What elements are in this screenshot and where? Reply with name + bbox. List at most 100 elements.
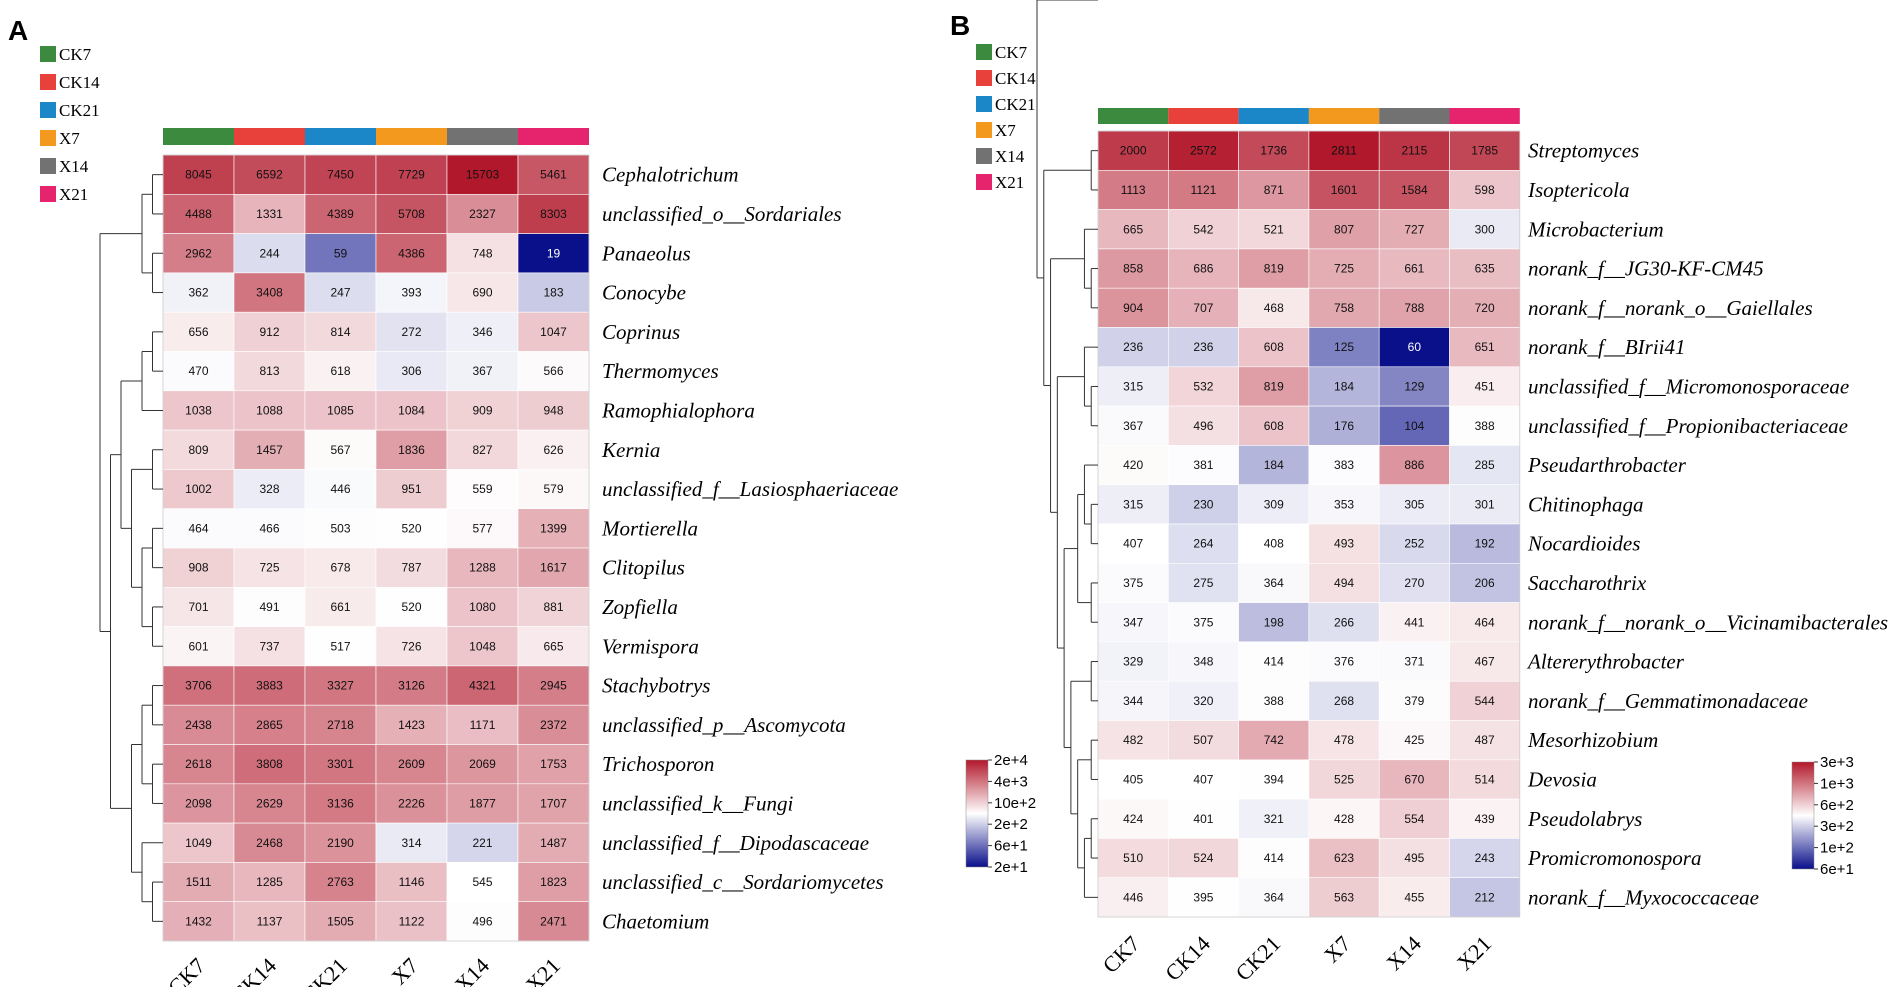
row-label: Trichosporon — [602, 752, 714, 776]
heatmap-cell-value: 1399 — [540, 521, 567, 535]
heatmap-cell-value: 379 — [1404, 694, 1424, 708]
heatmap-cell-value: 478 — [1334, 733, 1354, 747]
heatmap-cell — [446, 665, 519, 706]
heatmap-cell-value: 375 — [1193, 615, 1213, 629]
heatmap-cell — [1168, 484, 1239, 525]
heatmap-cell — [375, 665, 448, 706]
heatmap-cell — [1449, 405, 1521, 446]
heatmap-cell-value: 814 — [330, 325, 350, 339]
heatmap-cell-value: 441 — [1404, 615, 1424, 629]
heatmap-cell — [375, 272, 448, 313]
panel-label: A — [8, 15, 28, 46]
heatmap-cell — [233, 233, 306, 274]
heatmap-cell-value: 720 — [1475, 301, 1495, 315]
heatmap-cell — [233, 744, 306, 785]
heatmap-cell-value: 221 — [472, 836, 492, 850]
heatmap-cell-value: 1288 — [469, 561, 496, 575]
row-label: Chaetomium — [602, 909, 709, 933]
heatmap-cell — [1238, 484, 1310, 525]
heatmap-cell — [1168, 405, 1239, 446]
color-scale-bar — [1791, 761, 1815, 870]
legend-label: CK14 — [995, 69, 1036, 88]
heatmap-cell — [446, 469, 519, 509]
column-label: X14 — [1381, 931, 1425, 975]
legend-label: CK7 — [995, 43, 1028, 62]
heatmap-cell-value: 807 — [1334, 222, 1354, 236]
heatmap-cell-value: 554 — [1404, 812, 1424, 826]
heatmap-cell-value: 858 — [1123, 262, 1143, 276]
heatmap-cell-value: 375 — [1123, 576, 1143, 590]
heatmap-cell — [517, 586, 590, 627]
heatmap-cell-value: 19 — [547, 246, 561, 260]
heatmap-cell-value: 904 — [1123, 301, 1143, 315]
heatmap-cell — [1168, 170, 1239, 210]
column-label: CK7 — [1098, 931, 1145, 978]
heatmap-cell-value: 1002 — [185, 482, 212, 496]
heatmap-cell-value: 428 — [1334, 812, 1354, 826]
heatmap-cell — [1449, 877, 1521, 918]
heatmap-cell — [1308, 366, 1380, 407]
heatmap-cell-value: 1487 — [540, 836, 567, 850]
heatmap-cell — [1097, 838, 1169, 879]
heatmap-cell — [162, 783, 235, 824]
heatmap-cell-value: 6592 — [256, 168, 283, 182]
heatmap-cell — [233, 626, 306, 667]
heatmap-cell-value: 470 — [188, 364, 208, 378]
heatmap-cell-value: 881 — [543, 600, 563, 614]
row-label: Conocybe — [602, 281, 686, 305]
heatmap-cell-value: 2962 — [185, 246, 212, 260]
heatmap-cell — [304, 626, 377, 667]
heatmap-cell-value: 707 — [1193, 301, 1213, 315]
heatmap-cell-value: 3706 — [185, 679, 212, 693]
heatmap-cell-value: 264 — [1193, 537, 1213, 551]
heatmap-cell-value: 2438 — [185, 718, 212, 732]
heatmap-frame — [1097, 130, 1521, 918]
heatmap-cell — [1308, 680, 1380, 721]
heatmap-cell-value: 464 — [188, 521, 208, 535]
heatmap-cell-value: 464 — [1475, 615, 1495, 629]
legend-swatch — [976, 174, 992, 190]
heatmap-cell-value: 305 — [1404, 497, 1424, 511]
heatmap-cell-value: 563 — [1334, 890, 1354, 904]
heatmap-cell-value: 3301 — [327, 757, 354, 771]
heatmap-cell — [1097, 877, 1169, 918]
heatmap-cell — [517, 626, 590, 667]
heatmap-cell — [1449, 838, 1521, 879]
heatmap-cell — [1168, 838, 1239, 879]
heatmap-cell-value: 1084 — [398, 403, 425, 417]
heatmap-cell-value: 315 — [1123, 379, 1143, 393]
heatmap-cell-value: 725 — [1334, 262, 1354, 276]
heatmap-cell-value: 364 — [1264, 890, 1284, 904]
color-scale-label: 10e+2 — [994, 795, 1036, 812]
heatmap-cell — [446, 822, 519, 863]
heatmap-cell — [1308, 170, 1380, 210]
heatmap-cell — [233, 508, 306, 549]
heatmap-cell-value: 787 — [401, 561, 421, 575]
heatmap-cell — [233, 194, 306, 234]
heatmap-cell-value: 104 — [1404, 419, 1424, 433]
row-label: Clitopilus — [602, 556, 685, 580]
row-label: Stachybotrys — [602, 674, 710, 698]
row-label: Promicromonospora — [1527, 846, 1701, 870]
heatmap-cell — [1378, 484, 1450, 525]
heatmap-cell-value: 665 — [543, 639, 563, 653]
heatmap-cell — [1168, 523, 1239, 564]
heatmap-cell-value: 827 — [472, 443, 492, 457]
group-annotation-bar — [1379, 108, 1450, 124]
heatmap-cell — [1168, 798, 1239, 839]
heatmap-cell-value: 2226 — [398, 796, 425, 810]
heatmap-cell — [1449, 484, 1521, 525]
heatmap-cell — [162, 704, 235, 745]
heatmap-cell — [1097, 484, 1169, 525]
heatmap-cell-value: 819 — [1264, 379, 1284, 393]
heatmap-cell — [446, 862, 519, 903]
heatmap-cell — [375, 783, 448, 824]
heatmap-cell-value: 300 — [1475, 222, 1495, 236]
heatmap-cell — [1168, 209, 1239, 250]
heatmap-cell — [1097, 287, 1169, 328]
heatmap-cell-value: 198 — [1264, 615, 1284, 629]
heatmap-cell-value: 1038 — [185, 403, 212, 417]
heatmap-cell — [1097, 641, 1169, 682]
heatmap-cell-value: 544 — [1475, 694, 1495, 708]
heatmap-cell-value: 871 — [1264, 183, 1284, 197]
